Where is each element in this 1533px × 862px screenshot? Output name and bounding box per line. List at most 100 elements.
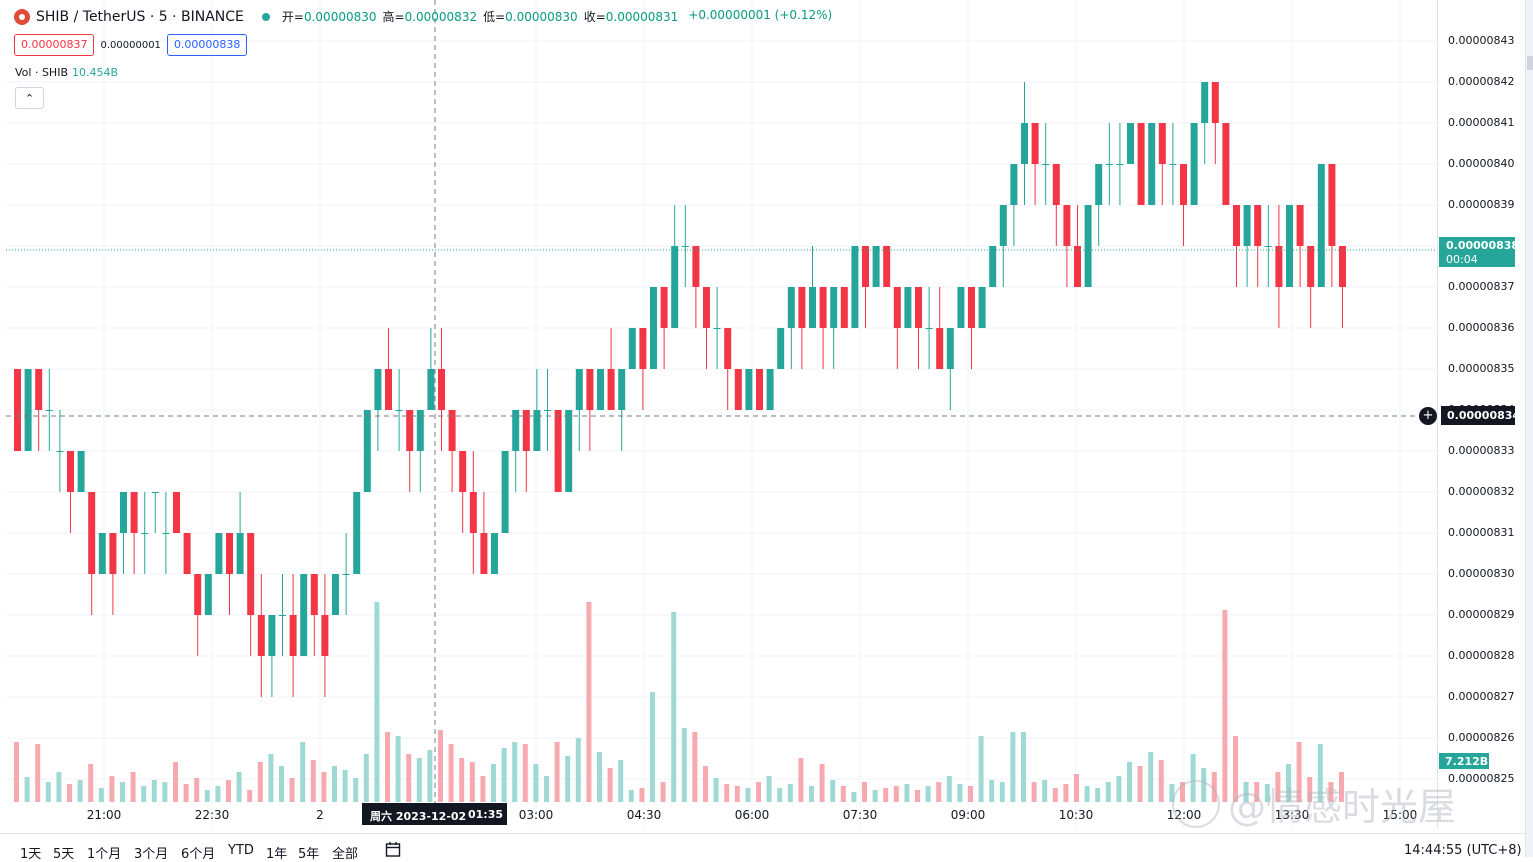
- volume-bar: [162, 782, 168, 802]
- volume-bar: [459, 758, 465, 802]
- volume-bar: [713, 778, 719, 802]
- volume-bar: [141, 786, 147, 802]
- candle-body: [872, 246, 880, 287]
- calendar-icon[interactable]: [385, 841, 401, 857]
- range-5d-button[interactable]: 5天: [53, 847, 75, 862]
- volume-bar: [681, 728, 687, 802]
- candle-body: [978, 287, 986, 328]
- price-tick-label: 0.00000839: [1448, 198, 1515, 211]
- volume-bar: [14, 742, 19, 802]
- candle-body: [1254, 205, 1262, 246]
- candle-body: [56, 451, 64, 452]
- volume-bar: [109, 776, 115, 802]
- candle-body: [798, 287, 806, 328]
- candle-body: [1296, 205, 1304, 246]
- symbol-legend[interactable]: SHIB / TetherUS · 5 · BINANCE 开=0.000008…: [14, 8, 832, 25]
- candle-body: [1233, 205, 1240, 246]
- price-tick-label: 0.00000837: [1448, 280, 1515, 293]
- chart-pane[interactable]: [6, 0, 1437, 828]
- volume-bar: [1233, 736, 1238, 802]
- candle-body: [915, 287, 922, 328]
- volume-bar: [332, 766, 337, 802]
- time-tick-label: 2: [316, 808, 324, 822]
- candle-body: [395, 410, 403, 411]
- candle-body: [628, 328, 636, 369]
- volume-bar: [639, 788, 645, 802]
- volume-bar: [936, 782, 942, 802]
- price-tick-label: 0.00000842: [1448, 75, 1515, 88]
- last-price-tag: 0.00000838 00:04: [1439, 237, 1519, 267]
- candle-body: [660, 287, 668, 328]
- candle-body: [1243, 205, 1251, 246]
- volume-bar: [893, 786, 899, 802]
- candle-body: [692, 246, 700, 287]
- volume-bar: [151, 780, 157, 802]
- volume-bar: [1254, 782, 1260, 802]
- volume-bar: [724, 784, 730, 802]
- range-1d-button[interactable]: 1天: [20, 847, 42, 862]
- volume-bar: [1211, 772, 1217, 802]
- candle-body: [830, 287, 838, 328]
- range-all-button[interactable]: 全部: [332, 847, 359, 862]
- candle-body: [787, 287, 795, 328]
- range-5y-button[interactable]: 5年: [298, 847, 320, 862]
- right-scroll-edge[interactable]: [1525, 0, 1533, 857]
- volume-bar: [1190, 754, 1196, 802]
- spread-value: 0.00000001: [100, 39, 161, 51]
- watermark-logo-icon: [1172, 779, 1220, 828]
- candle-body: [586, 369, 594, 410]
- volume-bar: [491, 764, 496, 802]
- buy-button[interactable]: 0.00000838: [166, 34, 248, 56]
- candle-body: [554, 410, 562, 492]
- add-alert-icon[interactable]: +: [1419, 407, 1437, 425]
- bottom-toolbar: 1天 5天 1个月 3个月 6个月 YTD 1年 5年 全部 14:44:55 …: [0, 833, 1525, 862]
- candlestick-chart[interactable]: [6, 0, 1437, 828]
- sell-button[interactable]: 0.00000837: [14, 34, 95, 56]
- candle-body: [24, 369, 32, 451]
- volume-bar: [98, 788, 104, 802]
- volume-bar: [438, 730, 443, 802]
- range-ytd-button[interactable]: YTD: [228, 843, 254, 858]
- volume-bar: [1095, 788, 1101, 802]
- range-1y-button[interactable]: 1年: [266, 847, 288, 862]
- volume-bar: [1105, 782, 1111, 802]
- volume-bar: [671, 612, 677, 802]
- volume-bar: [554, 742, 560, 802]
- candle-body: [98, 533, 106, 574]
- collapse-legend-button[interactable]: ⌃: [15, 87, 44, 109]
- volume-bar: [756, 782, 761, 802]
- symbol-title[interactable]: SHIB / TetherUS · 5 · BINANCE: [36, 8, 244, 25]
- volume-bar: [321, 772, 327, 802]
- volume-bar: [279, 766, 284, 802]
- volume-label: Vol · SHIB: [15, 66, 68, 79]
- candle-body: [363, 410, 371, 492]
- candle-body: [883, 246, 891, 287]
- volume-bar: [999, 782, 1005, 802]
- time-tick-label: 09:00: [950, 808, 986, 822]
- candle-body: [671, 246, 679, 328]
- candle-body: [109, 533, 117, 574]
- candle-body: [501, 451, 509, 533]
- candle-body: [565, 410, 573, 492]
- candle-body: [1317, 164, 1325, 287]
- clock-timezone[interactable]: 14:44:55 (UTC+8): [1404, 843, 1522, 858]
- range-1m-button[interactable]: 1个月: [87, 847, 122, 862]
- candle-body: [1275, 246, 1283, 287]
- volume-bar: [1148, 752, 1154, 802]
- scroll-thumb[interactable]: [1527, 56, 1533, 70]
- price-axis[interactable]: [1437, 0, 1526, 828]
- volume-bar: [1010, 732, 1016, 802]
- candle-body: [1264, 246, 1272, 247]
- candle-body: [734, 369, 742, 410]
- volume-bar: [1307, 777, 1313, 802]
- volume-bar: [204, 790, 210, 802]
- range-6m-button[interactable]: 6个月: [181, 847, 216, 862]
- candle-body: [1211, 82, 1219, 123]
- watermark-text: @情感时光屋: [1228, 785, 1457, 829]
- volume-bar: [1158, 760, 1164, 802]
- volume-legend[interactable]: Vol · SHIB 10.454B: [15, 66, 118, 79]
- volume-bar: [766, 776, 772, 802]
- range-3m-button[interactable]: 3个月: [134, 847, 169, 862]
- candle-body: [925, 328, 933, 329]
- candle-body: [77, 451, 85, 492]
